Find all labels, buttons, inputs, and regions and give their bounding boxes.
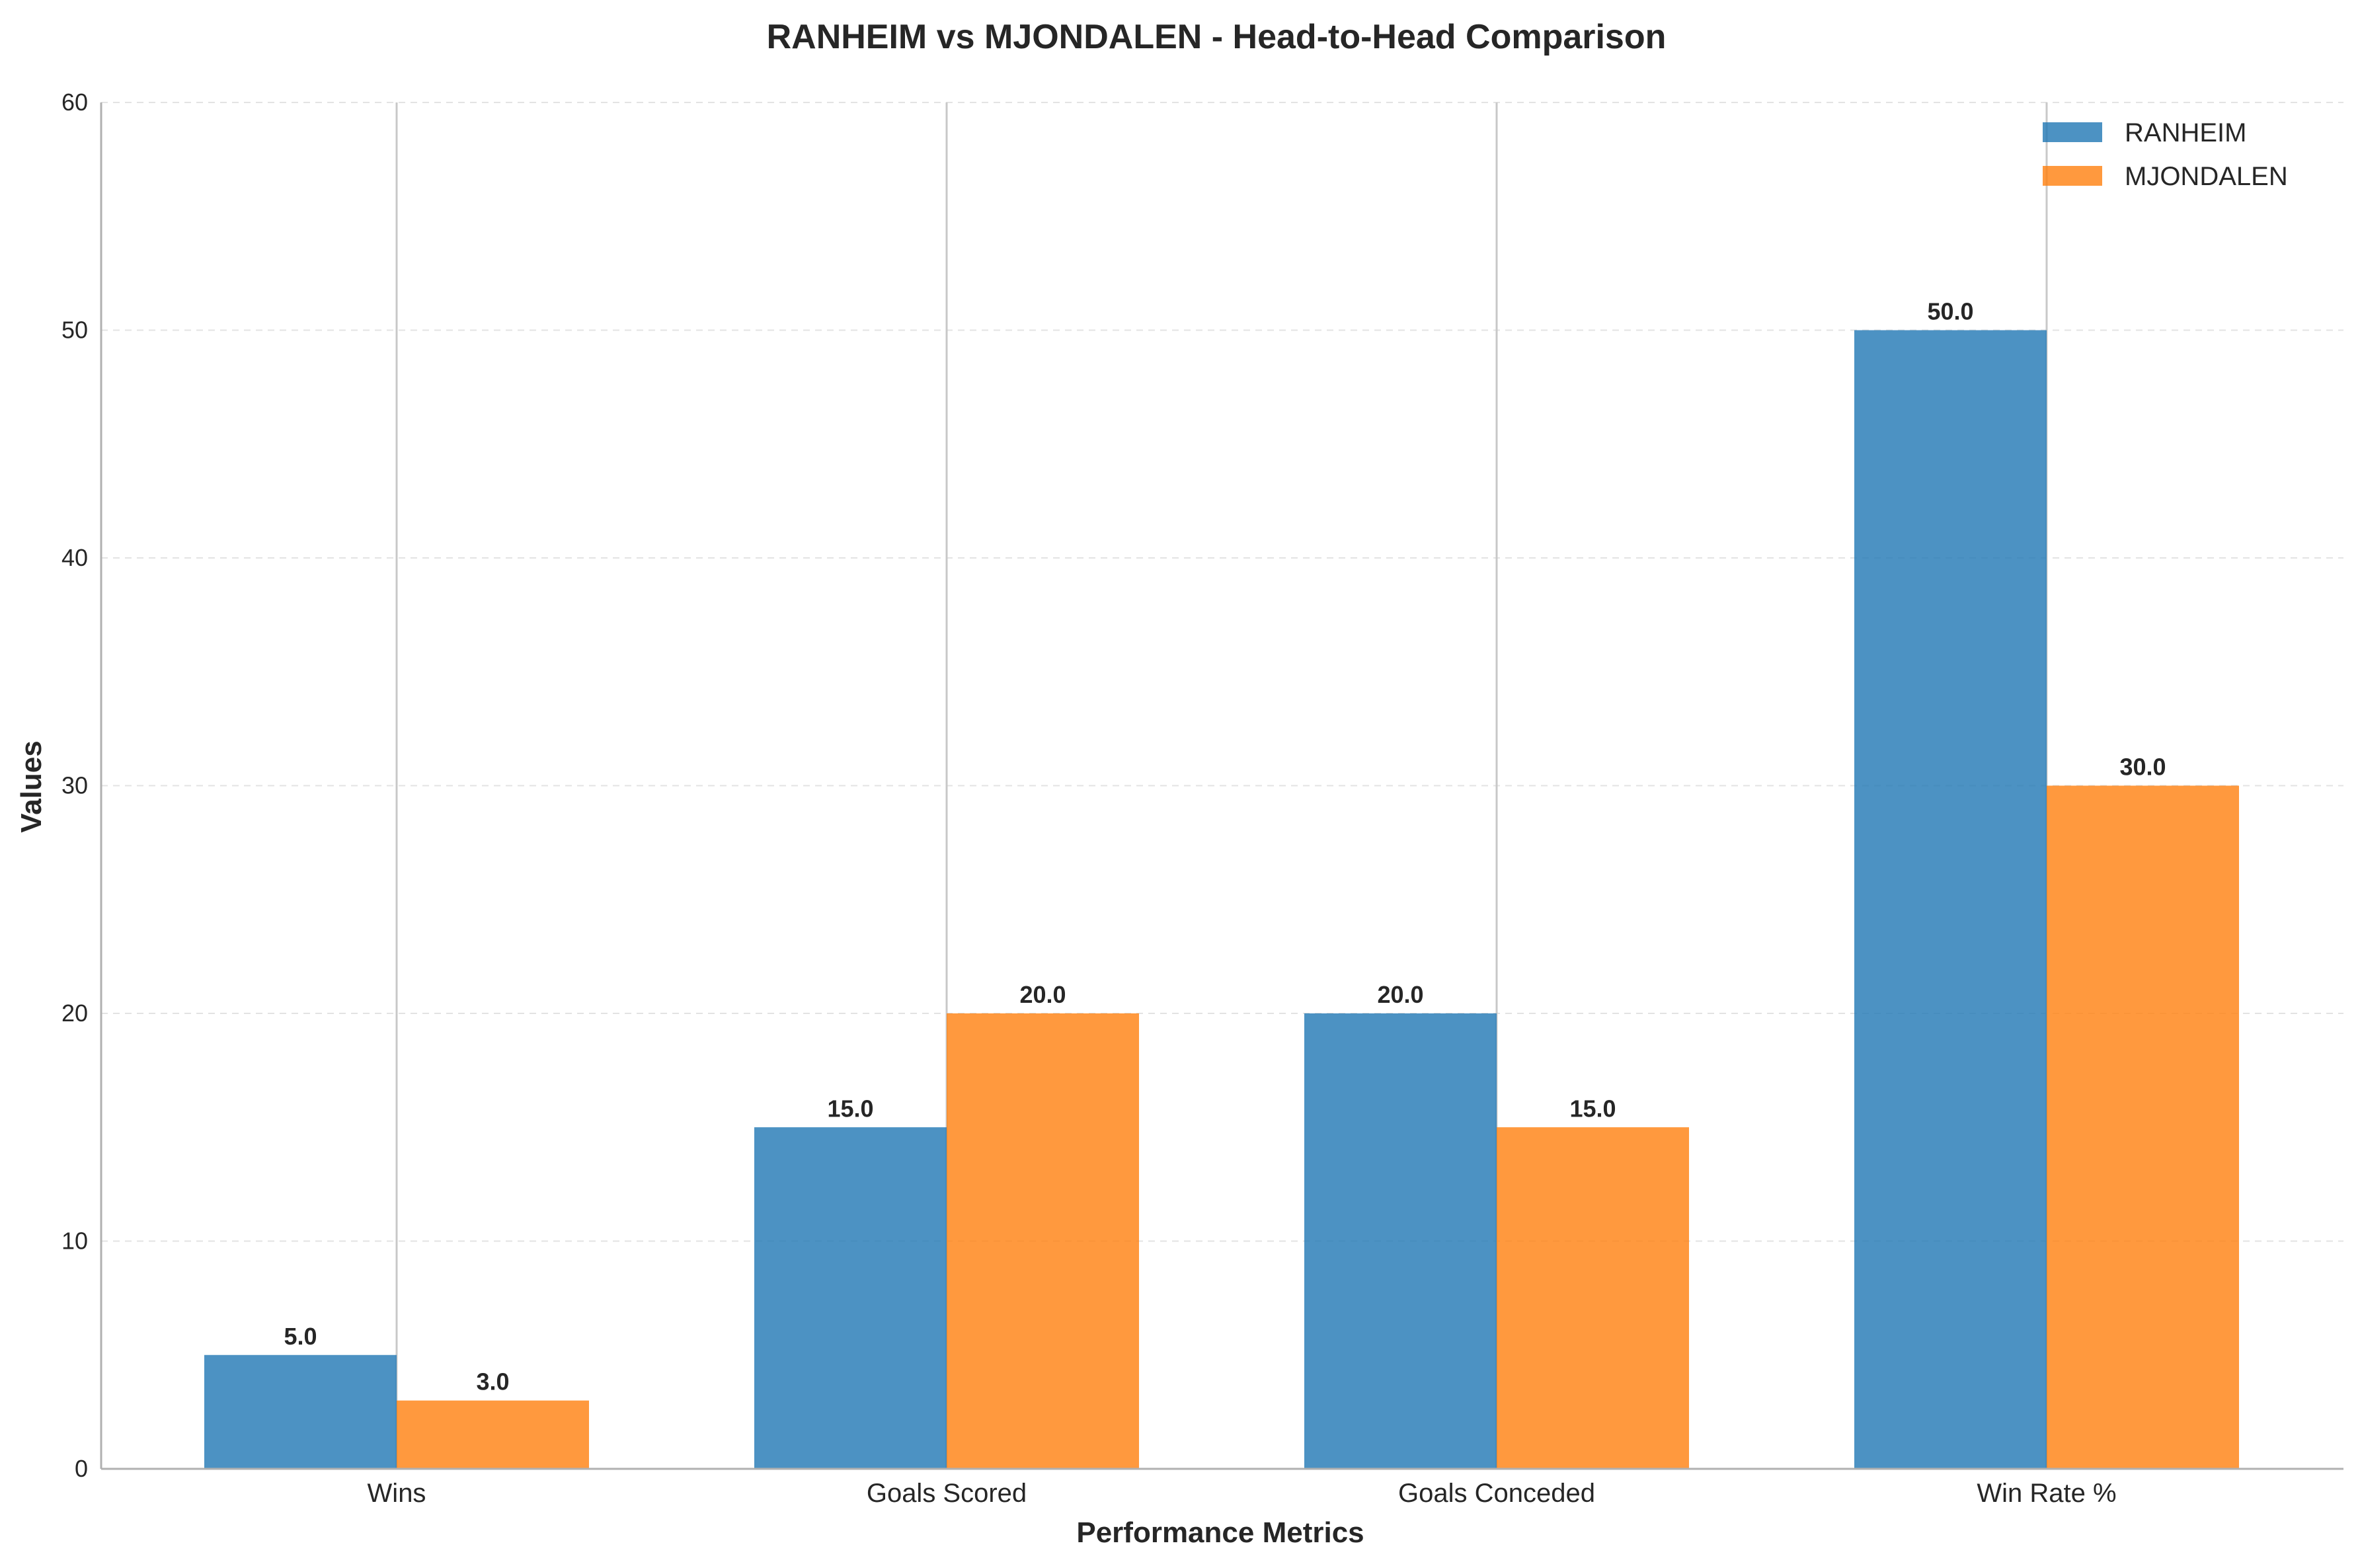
legend-swatch-mjondalen	[2043, 166, 2102, 186]
x-axis-title: Performance Metrics	[1076, 1516, 1364, 1549]
legend: RANHEIM MJONDALEN	[2043, 118, 2288, 191]
legend-swatch-ranheim	[2043, 122, 2102, 142]
legend-label-mjondalen: MJONDALEN	[2125, 162, 2288, 191]
data-labels: 5.0 15.0 20.0 50.0 3.0 20.0 15.0 30.0	[284, 298, 2166, 1395]
data-label: 15.0	[1569, 1095, 1616, 1122]
bar-mjondalen-2	[1497, 1127, 1689, 1469]
x-tick-label: Goals Conceded	[1398, 1479, 1595, 1508]
y-tick-label: 0	[75, 1455, 88, 1482]
axes: 0 10 20 30 40 50 60 Wins Goals Scored Goals Conce…	[61, 89, 2343, 1508]
x-tick-label: Goals Scored	[867, 1479, 1027, 1508]
y-tick-label: 40	[61, 544, 88, 571]
bar-mjondalen-3	[2047, 785, 2239, 1469]
bar-mjondalen-0	[397, 1400, 589, 1469]
y-axis-title: Values	[15, 740, 48, 832]
bars	[204, 330, 2239, 1469]
data-label: 3.0	[476, 1368, 509, 1395]
bar-ranheim-3	[1854, 330, 2047, 1469]
bar-ranheim-2	[1304, 1013, 1497, 1469]
y-tick-label: 60	[61, 89, 88, 116]
data-label: 5.0	[284, 1323, 317, 1350]
y-tick-label: 20	[61, 1000, 88, 1027]
legend-label-ranheim: RANHEIM	[2125, 118, 2246, 147]
bar-ranheim-0	[204, 1354, 397, 1469]
x-tick-label: Win Rate %	[1977, 1479, 2116, 1508]
data-label: 15.0	[827, 1095, 873, 1122]
bar-ranheim-1	[754, 1127, 947, 1469]
data-label: 20.0	[1377, 981, 1423, 1008]
y-tick-label: 50	[61, 317, 88, 344]
bar-mjondalen-1	[947, 1013, 1139, 1469]
chart-title: RANHEIM vs MJONDALEN - Head-to-Head Comp…	[767, 18, 1667, 56]
y-tick-label: 30	[61, 772, 88, 799]
x-tick-label: Wins	[368, 1479, 426, 1508]
data-label: 20.0	[1019, 981, 1066, 1008]
y-tick-label: 10	[61, 1228, 88, 1255]
data-label: 30.0	[2119, 754, 2166, 781]
data-label: 50.0	[1927, 298, 1973, 325]
